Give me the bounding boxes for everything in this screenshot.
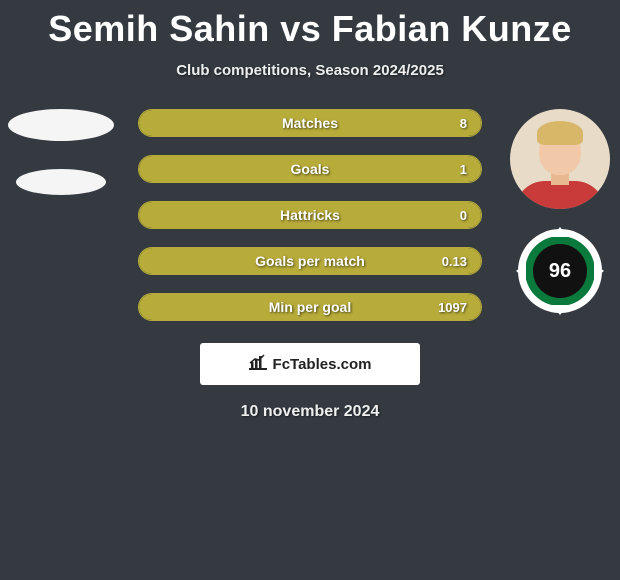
stat-bar: Goals per match0.13 [138, 247, 482, 275]
right-player-column: 96 [510, 109, 610, 313]
player2-club-badge: 96 [518, 229, 602, 313]
stat-bar-label: Matches [139, 110, 481, 136]
stat-bar: Min per goal1097 [138, 293, 482, 321]
left-player-placeholder [8, 109, 114, 195]
attribution-text: FcTables.com [273, 356, 372, 373]
comparison-content: 96 Matches8 Goals1 Hattricks0 Goals per mat… [0, 109, 620, 321]
player2-avatar [510, 109, 610, 209]
stat-bar-value: 0 [460, 202, 467, 228]
player1-club-placeholder [16, 169, 106, 195]
player1-avatar-placeholder [8, 109, 114, 141]
stat-bar: Matches8 [138, 109, 482, 137]
stat-bars: Matches8Goals1Hattricks0Goals per match0… [138, 109, 482, 321]
stat-bar-label: Min per goal [139, 294, 481, 320]
stat-bar-label: Goals [139, 156, 481, 182]
stat-bar: Goals1 [138, 155, 482, 183]
stat-bar-label: Goals per match [139, 248, 481, 274]
stat-bar-label: Hattricks [139, 202, 481, 228]
stat-bar: Hattricks0 [138, 201, 482, 229]
date-text: 10 november 2024 [0, 403, 620, 421]
club-badge-number: 96 [533, 244, 587, 298]
stat-bar-value: 1097 [438, 294, 467, 320]
page-title: Semih Sahin vs Fabian Kunze [0, 0, 620, 50]
chart-icon [249, 354, 267, 374]
stat-bar-value: 8 [460, 110, 467, 136]
attribution-badge: FcTables.com [200, 343, 420, 385]
subtitle: Club competitions, Season 2024/2025 [0, 62, 620, 79]
stat-bar-value: 0.13 [442, 248, 467, 274]
stat-bar-value: 1 [460, 156, 467, 182]
